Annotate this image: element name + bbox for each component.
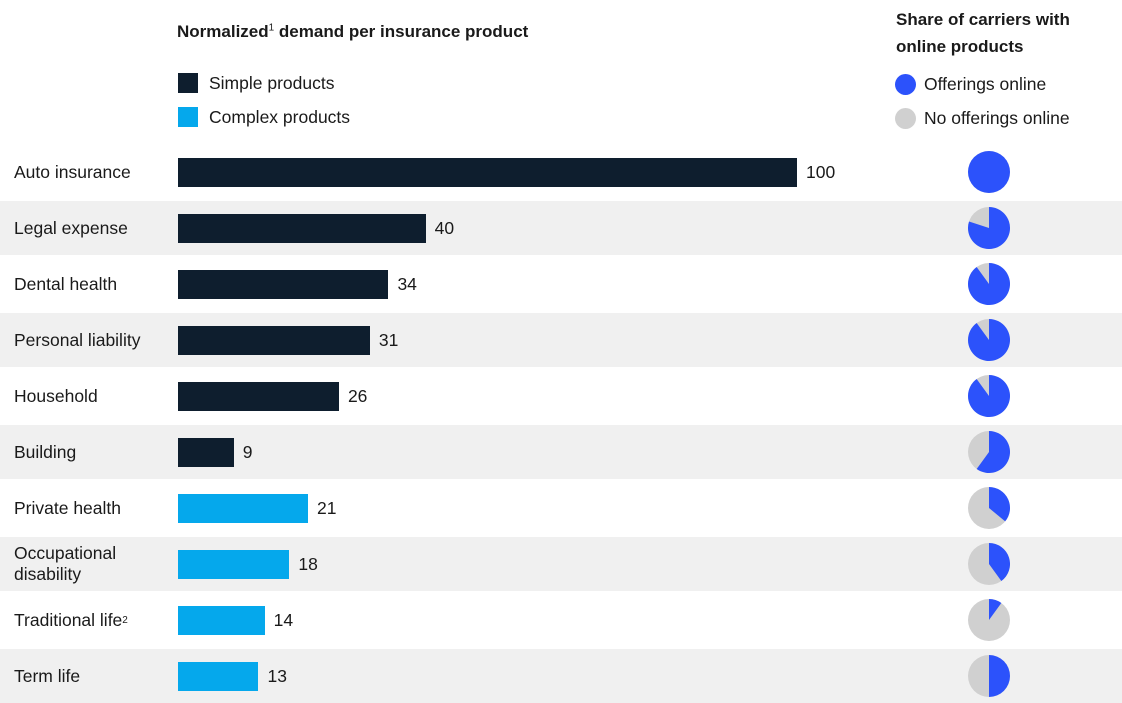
chart-title: Normalized1 demand per insurance product xyxy=(177,22,529,41)
online-share-pie xyxy=(968,375,1010,417)
category-label-text: Private health xyxy=(14,497,122,518)
bar-value-label: 100 xyxy=(806,161,836,182)
chart-row: Auto insurance 100 xyxy=(0,145,1122,199)
pie-online-slice xyxy=(968,151,1010,193)
bar-value-label: 26 xyxy=(347,385,368,406)
bar-simple xyxy=(178,382,339,411)
online-share-pie xyxy=(968,263,1010,305)
category-label-text: Household xyxy=(14,385,98,406)
chart-row: Personal liability 31 xyxy=(0,313,1122,367)
bar-value-label: 14 xyxy=(273,609,294,630)
pie-online-slice xyxy=(989,487,1010,522)
legend-no-offerings-online: No offerings online xyxy=(895,101,1070,135)
online-share-pie xyxy=(968,431,1010,473)
online-share-pie xyxy=(968,543,1010,585)
online-share-pie xyxy=(968,487,1010,529)
bar-complex xyxy=(178,606,265,635)
category-label: Personal liability xyxy=(14,313,174,367)
bar-simple xyxy=(178,326,370,355)
bar-value-label: 13 xyxy=(267,665,287,686)
online-share-pie xyxy=(968,655,1010,697)
pie-online-slice xyxy=(989,543,1010,581)
legend-online-label: Offerings online xyxy=(924,73,1047,94)
bar-complex xyxy=(178,550,290,579)
chart-row: Term life 13 xyxy=(0,649,1122,703)
title-footnote-marker: 1 xyxy=(268,22,275,34)
pie-online-slice xyxy=(976,431,1010,473)
bar-complex xyxy=(178,662,259,691)
legend-complex-label: Complex products xyxy=(209,106,351,127)
category-label: Legal expense xyxy=(14,201,174,255)
online-share-pie xyxy=(968,151,1010,193)
pie-legend: Offerings online No offerings online xyxy=(895,67,1070,135)
offerings-online-dot xyxy=(895,73,916,95)
category-label-text: Building xyxy=(14,441,77,462)
no-offerings-online-dot xyxy=(895,107,916,129)
bar-simple xyxy=(178,438,234,467)
bar-value-label: 21 xyxy=(316,497,337,518)
bar-value-label: 40 xyxy=(434,217,455,238)
online-share-pie xyxy=(968,319,1010,361)
online-share-pie xyxy=(968,599,1010,641)
pie-online-slice xyxy=(968,207,1010,249)
category-label-text: Occupational disability xyxy=(14,543,117,584)
category-label: Traditional life 2 xyxy=(14,593,174,647)
legend-simple-products: Simple products xyxy=(178,66,350,100)
chart-row: Occupational disability 18 xyxy=(0,537,1122,591)
category-label-text: Legal expense xyxy=(14,217,128,238)
bar-value-label: 18 xyxy=(298,553,318,574)
pie-panel-title: Share of carriers with online products xyxy=(896,10,1070,56)
bar-value-label: 9 xyxy=(242,441,253,462)
chart-row: Building 9 xyxy=(0,425,1122,479)
chart-row: Dental health 34 xyxy=(0,257,1122,311)
pie-online-slice xyxy=(968,319,1010,361)
legend-offline-label: No offerings online xyxy=(924,107,1070,128)
pie-online-slice xyxy=(989,599,1002,620)
legend-complex-products: Complex products xyxy=(178,100,350,134)
chart-row: Private health 21 xyxy=(0,481,1122,535)
bar-value-label: 31 xyxy=(378,329,399,350)
chart-row: Legal expense 40 xyxy=(0,201,1122,255)
legend-simple-label: Simple products xyxy=(209,72,335,93)
online-share-pie xyxy=(968,207,1010,249)
category-label-text: Traditional life xyxy=(14,609,123,630)
pie-online-slice xyxy=(989,655,1010,697)
pie-online-slice xyxy=(968,263,1010,305)
category-label-text: Auto insurance xyxy=(14,161,131,182)
chart-row: Household 26 xyxy=(0,369,1122,423)
legend-offerings-online: Offerings online xyxy=(895,67,1070,101)
category-label: Auto insurance xyxy=(14,145,174,199)
category-label: Term life xyxy=(14,649,174,703)
category-label: Household xyxy=(14,369,174,423)
bar-simple xyxy=(178,270,389,299)
bar-legend: Simple products Complex products xyxy=(178,66,350,134)
complex-products-swatch xyxy=(178,107,198,127)
category-label-text: Personal liability xyxy=(14,329,141,350)
bar-value-label: 34 xyxy=(397,273,417,294)
category-label: Private health xyxy=(14,481,174,535)
bar-simple xyxy=(178,158,797,187)
category-label-text: Term life xyxy=(14,665,81,686)
category-label-text: Dental health xyxy=(14,273,118,294)
chart-row: Traditional life 2 14 xyxy=(0,593,1122,647)
bar-simple xyxy=(178,214,426,243)
pie-online-slice xyxy=(968,375,1010,417)
category-label: Occupational disability xyxy=(14,537,174,591)
bar-complex xyxy=(178,494,308,523)
simple-products-swatch xyxy=(178,73,198,93)
footnote-marker: 2 xyxy=(122,614,128,626)
category-label: Dental health xyxy=(14,257,174,311)
category-label: Building xyxy=(14,425,174,479)
